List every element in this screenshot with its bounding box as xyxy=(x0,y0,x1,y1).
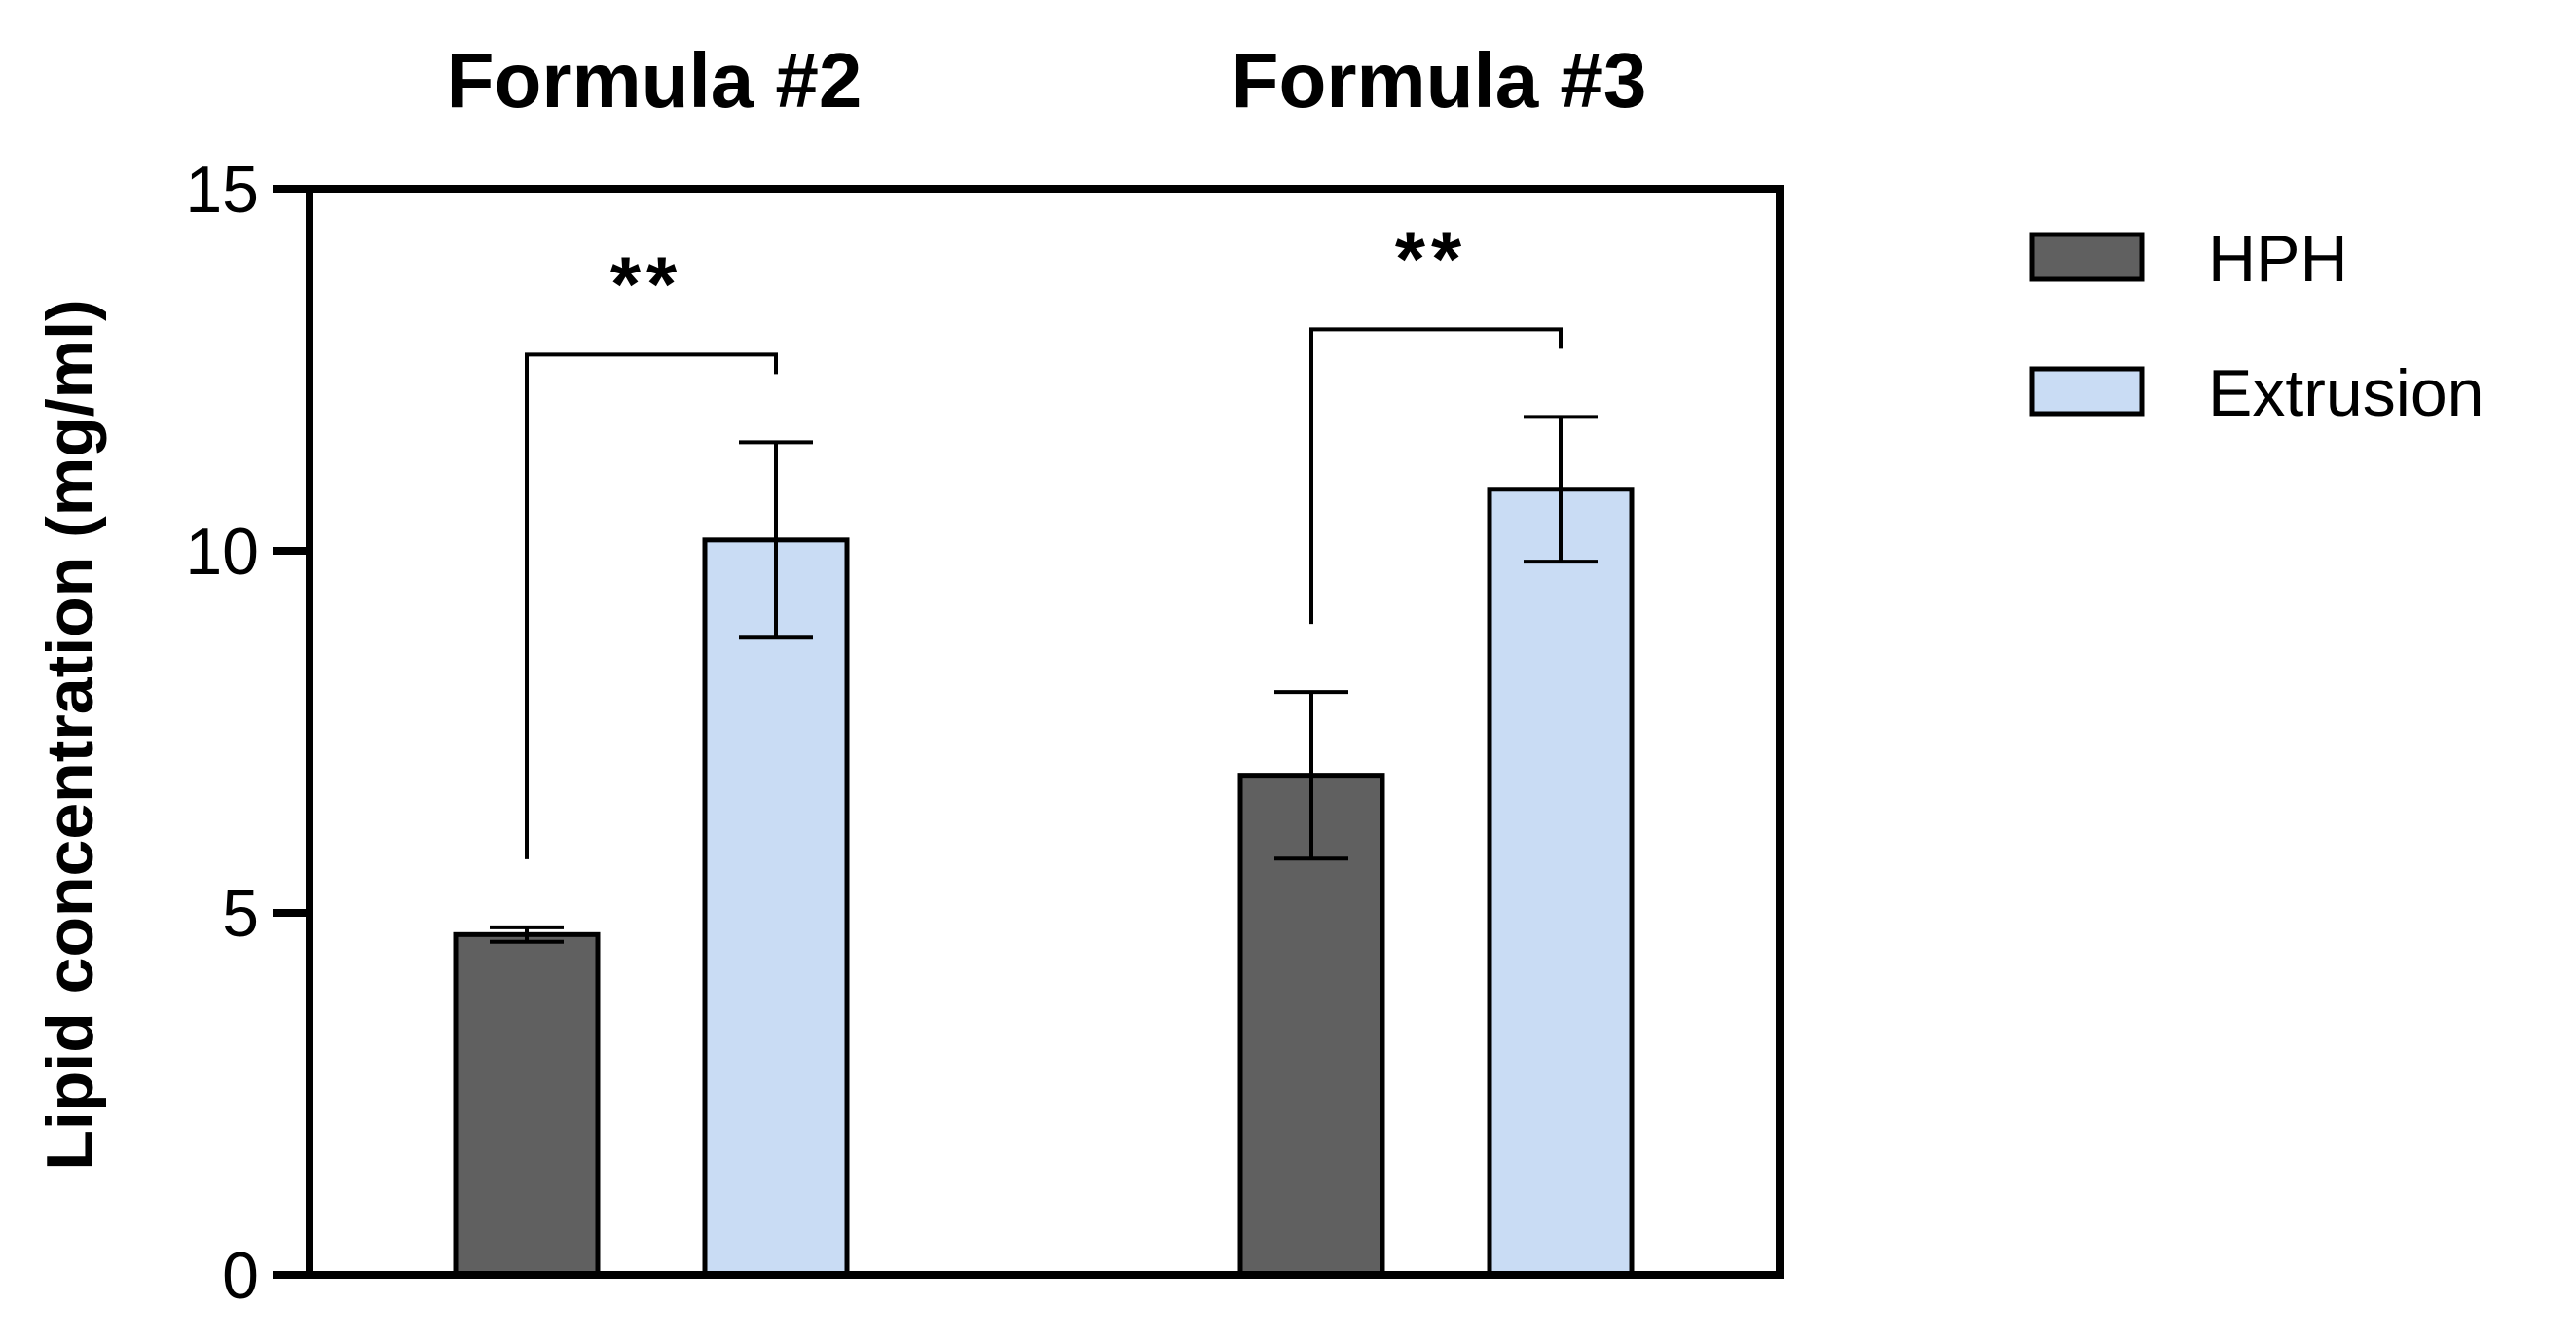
significance-bracket xyxy=(525,352,778,859)
y-axis-label: Lipid concentration (mg/ml) xyxy=(33,299,107,1170)
legend-label: HPH xyxy=(2208,222,2348,296)
bar xyxy=(702,537,850,1278)
bar xyxy=(453,931,601,1278)
legend-swatch xyxy=(2029,232,2145,282)
bar xyxy=(1487,487,1635,1278)
significance-label: ** xyxy=(610,240,682,327)
y-tick-label: 0 xyxy=(222,1239,259,1313)
y-tick-label: 5 xyxy=(222,877,259,951)
category-label: Formula #3 xyxy=(1232,37,1647,124)
significance-label: ** xyxy=(1395,215,1467,302)
legend-swatch xyxy=(2029,366,2145,417)
category-label: Formula #2 xyxy=(447,37,863,124)
significance-bracket xyxy=(1309,327,1563,625)
y-tick-label: 15 xyxy=(185,153,259,227)
y-tick-label: 10 xyxy=(185,515,259,589)
legend-label: Extrusion xyxy=(2208,356,2484,430)
plot-frame xyxy=(306,185,1784,1279)
